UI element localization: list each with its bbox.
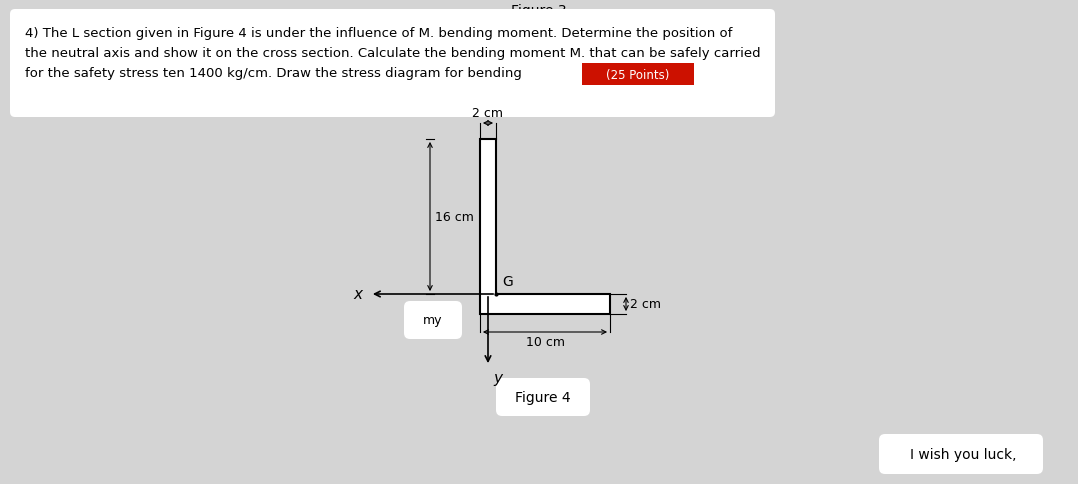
Text: 2 cm: 2 cm (630, 298, 661, 311)
Text: 2 cm: 2 cm (472, 107, 503, 120)
Text: for the safety stress ten 1400 kg/cm. Draw the stress diagram for bending: for the safety stress ten 1400 kg/cm. Dr… (25, 67, 522, 80)
FancyBboxPatch shape (879, 434, 1044, 474)
Text: Figure 4: Figure 4 (515, 390, 571, 404)
FancyBboxPatch shape (582, 64, 694, 86)
FancyBboxPatch shape (10, 10, 775, 118)
Text: x: x (353, 287, 362, 302)
Text: y: y (493, 370, 502, 385)
Text: 10 cm: 10 cm (525, 335, 565, 348)
Text: Figure 3: Figure 3 (511, 4, 567, 18)
Text: 16 cm: 16 cm (436, 211, 474, 224)
Text: (25 Points): (25 Points) (606, 68, 669, 81)
FancyBboxPatch shape (496, 378, 590, 416)
Text: I wish you luck,: I wish you luck, (910, 447, 1017, 461)
FancyBboxPatch shape (404, 302, 462, 339)
Text: my: my (424, 314, 443, 327)
Text: G: G (502, 274, 513, 288)
Polygon shape (480, 140, 610, 314)
Text: 4) The L section given in Figure 4 is under the influence of M. bending moment. : 4) The L section given in Figure 4 is un… (25, 27, 732, 40)
Text: the neutral axis and show it on the cross section. Calculate the bending moment : the neutral axis and show it on the cros… (25, 47, 761, 60)
